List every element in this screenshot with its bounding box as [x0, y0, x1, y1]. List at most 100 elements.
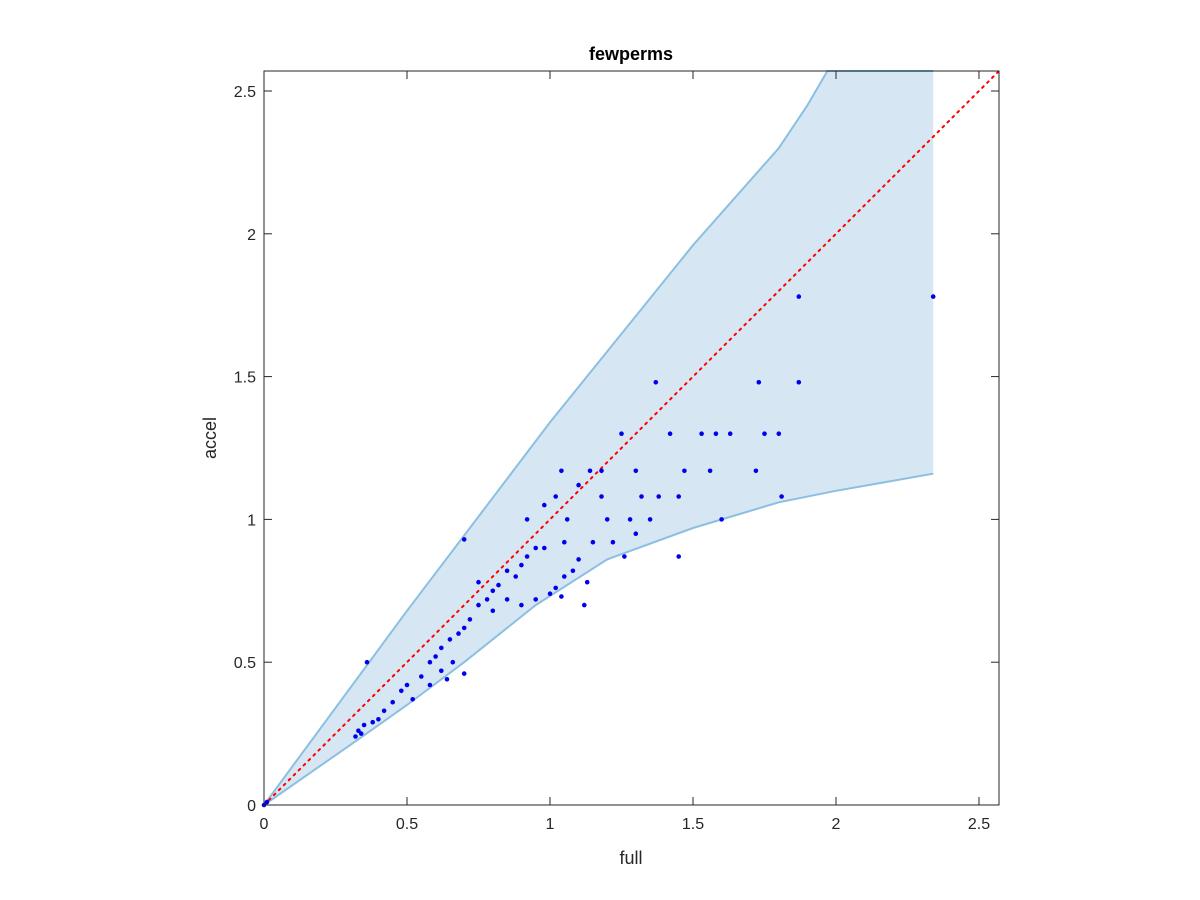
- data-point: [576, 557, 581, 562]
- data-point: [727, 431, 733, 437]
- data-point: [524, 517, 530, 522]
- data-point: [439, 668, 444, 674]
- data-point: [564, 517, 570, 522]
- data-point: [456, 631, 461, 636]
- data-point: [370, 719, 376, 725]
- data-point: [353, 734, 358, 739]
- data-point: [399, 688, 404, 694]
- data-point: [619, 431, 624, 437]
- data-point: [582, 602, 587, 608]
- data-points: [261, 294, 936, 808]
- data-point: [633, 531, 639, 536]
- band-lower-edge: [263, 472, 934, 806]
- data-point: [707, 468, 713, 474]
- data-point: [676, 494, 681, 499]
- data-point: [656, 494, 661, 499]
- data-point: [576, 482, 581, 488]
- data-point: [410, 697, 416, 702]
- data-point: [599, 468, 604, 474]
- data-point: [604, 517, 610, 522]
- chart-title: fewperms: [589, 44, 673, 64]
- data-point: [627, 517, 633, 522]
- data-point: [719, 517, 724, 522]
- data-point: [599, 494, 604, 499]
- data-point: [676, 554, 681, 559]
- data-point: [450, 659, 456, 665]
- x-tick-label: 1: [546, 816, 555, 833]
- data-point: [504, 597, 510, 602]
- data-point: [667, 431, 673, 437]
- data-point: [713, 431, 719, 437]
- data-point: [570, 568, 576, 574]
- x-tick-label: 2: [832, 816, 841, 833]
- axis-ticks: 0 0.5 1 1.5 2 2.5 0 0.5 1 1.5 2 2.5: [234, 71, 999, 833]
- data-point: [762, 431, 767, 437]
- data-point: [647, 517, 653, 522]
- y-tick-label: 0.5: [234, 655, 256, 672]
- data-point: [496, 582, 501, 588]
- data-point: [433, 654, 438, 659]
- data-point: [513, 574, 518, 579]
- data-point: [519, 562, 524, 568]
- data-point: [490, 608, 496, 614]
- data-point: [444, 677, 450, 682]
- data-point: [404, 682, 410, 688]
- data-point: [553, 494, 558, 499]
- data-point: [439, 645, 444, 651]
- data-point: [653, 380, 659, 385]
- data-point: [562, 574, 567, 579]
- data-point: [361, 722, 367, 728]
- data-point: [390, 699, 396, 705]
- data-point: [381, 708, 387, 714]
- x-tick-label: 1.5: [682, 816, 704, 833]
- y-tick-label: 1.5: [234, 370, 256, 387]
- data-point: [562, 539, 567, 545]
- data-point: [753, 468, 759, 474]
- band-fill: [264, 71, 934, 805]
- data-point: [542, 545, 547, 551]
- data-point: [779, 494, 784, 499]
- data-point: [419, 674, 424, 679]
- data-point: [587, 468, 593, 474]
- data-point: [519, 602, 524, 608]
- data-point: [776, 431, 782, 437]
- data-point: [484, 597, 490, 602]
- x-tick-label: 0: [260, 816, 269, 833]
- data-point: [756, 380, 762, 385]
- y-axis-label: accel: [200, 417, 220, 459]
- data-point: [682, 468, 687, 474]
- data-point: [490, 588, 496, 594]
- data-point: [930, 294, 936, 299]
- data-point: [533, 597, 538, 602]
- y-tick-label: 1: [247, 512, 256, 529]
- data-point: [547, 591, 553, 596]
- axes-box: [263, 70, 1000, 806]
- data-point: [467, 617, 473, 622]
- identity-line: [263, 70, 1000, 806]
- data-point: [633, 468, 639, 474]
- data-point: [447, 637, 453, 642]
- data-point: [461, 625, 467, 631]
- data-point: [796, 294, 802, 299]
- data-point: [524, 554, 530, 559]
- data-point: [504, 568, 510, 574]
- band-upper-edge: [263, 70, 934, 806]
- data-point: [796, 380, 802, 385]
- x-axis-label: full: [619, 848, 642, 868]
- data-point: [533, 545, 538, 551]
- data-point: [358, 731, 364, 736]
- data-point: [476, 579, 481, 585]
- y-tick-label: 0: [247, 798, 256, 815]
- reference-line: [263, 70, 1000, 806]
- data-point: [590, 539, 596, 545]
- confidence-band: [263, 70, 934, 806]
- data-point: [553, 585, 558, 591]
- x-tick-label: 0.5: [396, 816, 418, 833]
- data-point: [542, 502, 547, 508]
- data-point: [364, 659, 370, 665]
- data-point: [610, 539, 616, 545]
- y-tick-label: 2: [247, 227, 256, 244]
- data-point: [427, 682, 433, 688]
- data-point: [264, 799, 270, 805]
